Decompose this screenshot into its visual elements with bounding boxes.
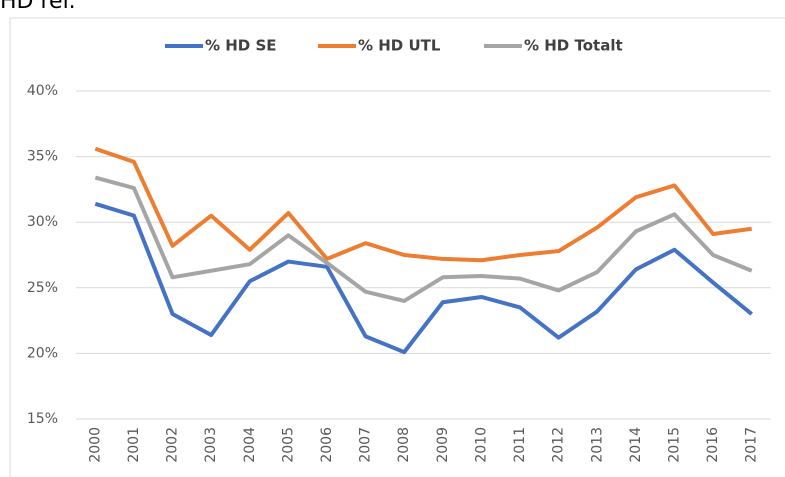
series-line (94, 146, 752, 263)
x-tick-label: 2001 (126, 427, 142, 463)
x-tick-label: 2005 (280, 427, 296, 463)
y-tick-label: 35% (27, 149, 58, 165)
x-tick-label: 2006 (319, 427, 335, 463)
x-tick-label: 2017 (744, 427, 760, 463)
note: HD rel. (0, 0, 76, 14)
y-tick-label: 30% (27, 214, 58, 230)
x-tick-label: 2015 (666, 427, 682, 463)
x-tick-label: 2010 (473, 427, 489, 463)
x-tick-label: 2011 (512, 427, 528, 463)
x-tick-label: 2009 (435, 427, 451, 463)
x-tick-label: 2007 (358, 427, 374, 463)
x-tick-label: 2014 (628, 427, 644, 463)
legend-label: % HD UTL (358, 37, 441, 55)
y-tick-label: 15% (27, 411, 58, 427)
y-tick-label: 40% (27, 83, 58, 99)
x-tick-label: 2002 (165, 427, 181, 463)
x-tick-label: 2003 (203, 427, 219, 463)
x-tick-label: 2000 (87, 427, 103, 463)
series-line (94, 201, 753, 355)
series-line (94, 175, 753, 303)
x-tick-label: 2012 (551, 427, 567, 463)
legend-label: % HD Totalt (524, 37, 623, 55)
y-tick-label: 20% (27, 345, 58, 361)
x-tick-label: 2004 (242, 427, 258, 463)
legend-label: % HD SE (205, 37, 277, 55)
x-tick-label: 2013 (589, 427, 605, 463)
y-tick-label: 25% (27, 280, 58, 296)
x-tick-label: 2008 (396, 427, 412, 463)
x-tick-label: 2016 (705, 427, 721, 463)
